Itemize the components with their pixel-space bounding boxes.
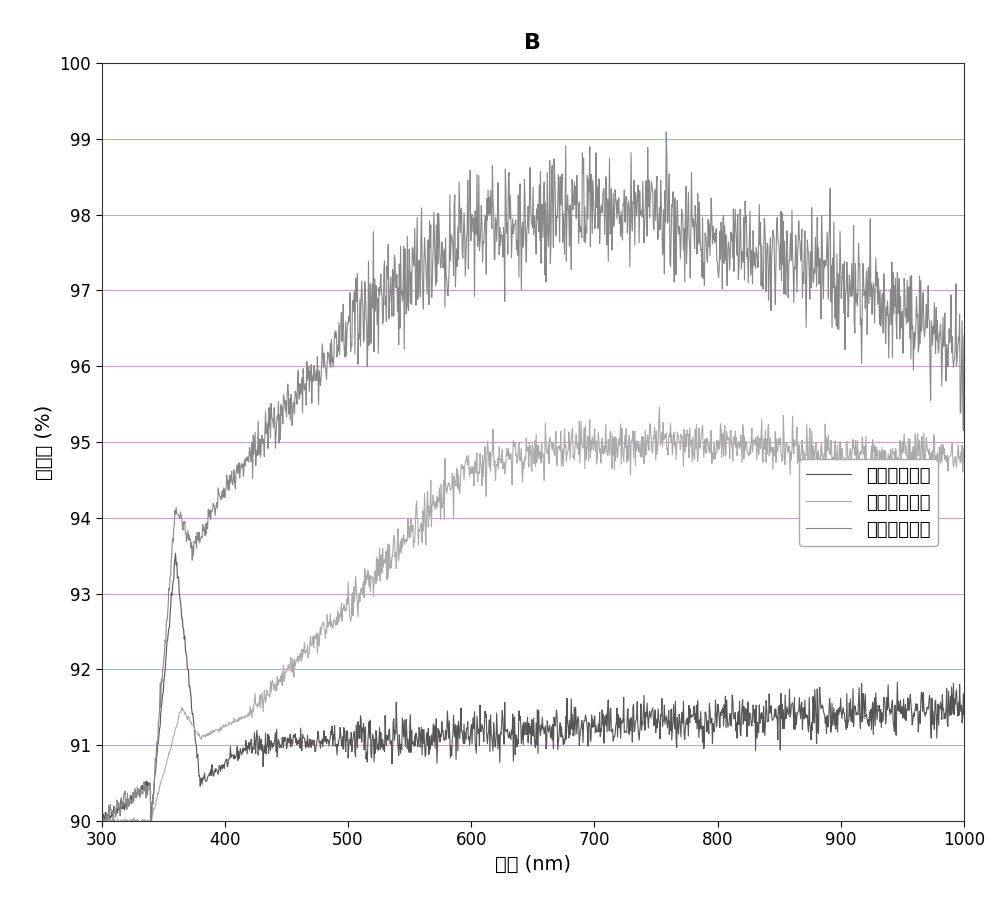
在一侧上涂覆 [796,435,808,446]
在两侧上涂覆 [393,258,405,269]
在一侧上涂覆 [946,437,958,448]
未涂覆的玻璃 [170,548,182,559]
在一侧上涂覆 [958,443,970,454]
Legend: 未涂覆的玻璃, 在一侧上涂覆, 在两侧上涂覆: 未涂覆的玻璃, 在一侧上涂覆, 在两侧上涂覆 [799,459,938,546]
在两侧上涂覆 [660,126,672,137]
未涂覆的玻璃 [394,740,406,751]
在两侧上涂覆 [145,827,157,838]
在一侧上涂覆 [305,640,317,651]
在一侧上涂覆 [96,816,108,827]
在一侧上涂覆 [549,451,561,462]
Line: 在一侧上涂覆: 在一侧上涂覆 [102,407,964,824]
在两侧上涂覆 [96,814,108,825]
在两侧上涂覆 [549,167,561,178]
未涂覆的玻璃 [796,725,808,736]
在两侧上涂覆 [494,240,506,251]
在一侧上涂覆 [653,402,665,413]
在两侧上涂覆 [796,293,808,304]
未涂覆的玻璃 [145,815,157,826]
在一侧上涂覆 [393,547,405,558]
未涂覆的玻璃 [495,729,507,740]
Line: 在两侧上涂覆: 在两侧上涂覆 [102,132,964,833]
在两侧上涂覆 [958,330,970,341]
未涂覆的玻璃 [549,720,561,731]
Line: 未涂覆的玻璃: 未涂覆的玻璃 [102,553,964,821]
未涂覆的玻璃 [946,695,958,706]
在两侧上涂覆 [946,331,958,342]
在两侧上涂覆 [305,359,317,370]
在一侧上涂覆 [111,818,123,829]
X-axis label: 波长 (nm): 波长 (nm) [495,855,571,873]
在一侧上涂覆 [494,454,506,465]
Y-axis label: 透射率 (%): 透射率 (%) [35,405,54,480]
未涂覆的玻璃 [306,735,318,746]
Title: B: B [524,34,541,54]
未涂覆的玻璃 [96,814,108,824]
未涂覆的玻璃 [958,709,970,720]
